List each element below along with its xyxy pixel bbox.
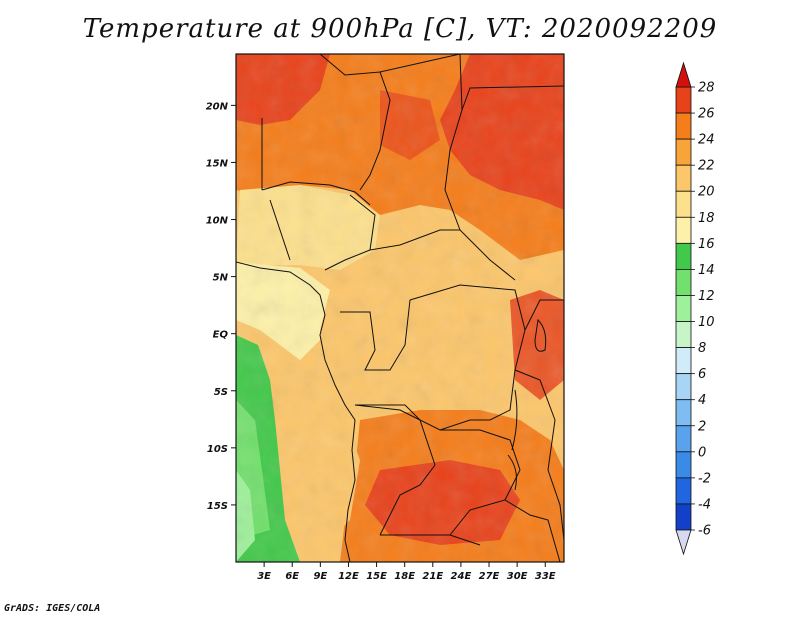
colorbar-label: 18 bbox=[698, 211, 715, 226]
temperature-field bbox=[236, 54, 564, 562]
colorbar-label: 24 bbox=[698, 133, 715, 148]
lon-tick-label: 33E bbox=[535, 571, 556, 582]
colorbar-label: 8 bbox=[698, 341, 706, 356]
border-lines-drc bbox=[355, 284, 526, 431]
lon-tick-label: 30E bbox=[507, 571, 528, 582]
west-african-coastline bbox=[236, 261, 356, 562]
grads-credit: GrADS: IGES/COLA bbox=[4, 603, 101, 614]
colorbar-label: -4 bbox=[698, 497, 711, 512]
lon-tick-label: 21E bbox=[422, 571, 443, 582]
chart-title: Temperature at 900hPa [C], VT: 202009220… bbox=[82, 14, 718, 44]
lon-tick-label: 9E bbox=[313, 571, 327, 582]
colorbar-label: 12 bbox=[698, 289, 715, 304]
colorbar-label: 6 bbox=[698, 367, 706, 382]
colorbar-label: 14 bbox=[698, 263, 715, 278]
border-lines-congo bbox=[340, 299, 411, 371]
colorbar-high-arrow bbox=[675, 61, 692, 88]
lon-tick-label: 27E bbox=[479, 571, 500, 582]
colorbar-box bbox=[675, 347, 692, 375]
border-lines-north bbox=[319, 54, 391, 191]
colorbar-label: -2 bbox=[698, 471, 711, 486]
lat-tick-label: 5S bbox=[214, 387, 228, 398]
colorbar-label: 4 bbox=[698, 393, 706, 408]
colorbar-box bbox=[675, 503, 692, 531]
longitude-axis: 3E 6E 9E 12E 15E 18E 21E 24E 27E 30E 33E bbox=[257, 562, 556, 582]
colorbar-label: 2 bbox=[698, 419, 706, 434]
border-lines-west bbox=[261, 118, 371, 206]
lat-tick-label: EQ bbox=[213, 330, 229, 341]
colorbar-box bbox=[675, 425, 692, 453]
lon-tick-label: 6E bbox=[285, 571, 299, 582]
colorbar-label: 10 bbox=[698, 315, 715, 330]
lon-tick-label: 24E bbox=[451, 571, 472, 582]
colorbar-label: 0 bbox=[698, 445, 706, 460]
colorbar-box bbox=[675, 216, 692, 244]
colorbar-low-arrow bbox=[675, 529, 692, 556]
border-lines-chad bbox=[379, 54, 463, 231]
lon-tick-label: 12E bbox=[338, 571, 359, 582]
lon-tick-label: 3E bbox=[257, 571, 271, 582]
country-borders bbox=[236, 54, 564, 562]
lat-tick-label: 20N bbox=[206, 101, 229, 112]
colorbar-box bbox=[675, 295, 692, 322]
border-lines-mozambique bbox=[504, 499, 561, 562]
colorbar-label: -6 bbox=[698, 524, 711, 539]
colorbar-box bbox=[675, 451, 692, 479]
colorbar-label: 16 bbox=[698, 237, 715, 252]
colorbar-box bbox=[675, 477, 692, 505]
border-lines-east bbox=[514, 299, 564, 541]
lon-tick-label: 18E bbox=[394, 571, 415, 582]
lat-tick-label: 10N bbox=[206, 216, 229, 227]
lon-tick-label: 15E bbox=[366, 571, 387, 582]
colorbar-label: 26 bbox=[698, 107, 715, 122]
lat-tick-label: 15S bbox=[207, 501, 228, 512]
lat-tick-label: 5N bbox=[213, 273, 229, 284]
colorbar-box bbox=[675, 269, 692, 296]
map-frame bbox=[235, 53, 565, 563]
colorbar-label: 20 bbox=[698, 185, 715, 200]
colorbar-box bbox=[675, 86, 692, 114]
border-lines-sudan bbox=[461, 85, 564, 111]
lat-tick-label: 10S bbox=[207, 444, 228, 455]
colorbar-box bbox=[675, 112, 692, 140]
colorbar-label: 28 bbox=[698, 81, 715, 96]
colorbar-box bbox=[675, 138, 692, 166]
colorbar-box bbox=[675, 399, 692, 427]
border-lines-zambia bbox=[440, 429, 521, 536]
colorbar-label: 22 bbox=[698, 159, 715, 174]
colorbar-box bbox=[675, 190, 692, 218]
lake-shapes bbox=[507, 318, 547, 491]
border-lines-car bbox=[369, 229, 516, 281]
latitude-axis: 20N 15N 10N 5N EQ 5S 10S 15S bbox=[206, 101, 236, 512]
colorbar-box bbox=[675, 242, 692, 270]
lat-tick-label: 15N bbox=[206, 158, 229, 169]
colorbar-box bbox=[675, 321, 692, 348]
colorbar-box bbox=[675, 164, 692, 192]
colorbar-box bbox=[675, 373, 692, 401]
